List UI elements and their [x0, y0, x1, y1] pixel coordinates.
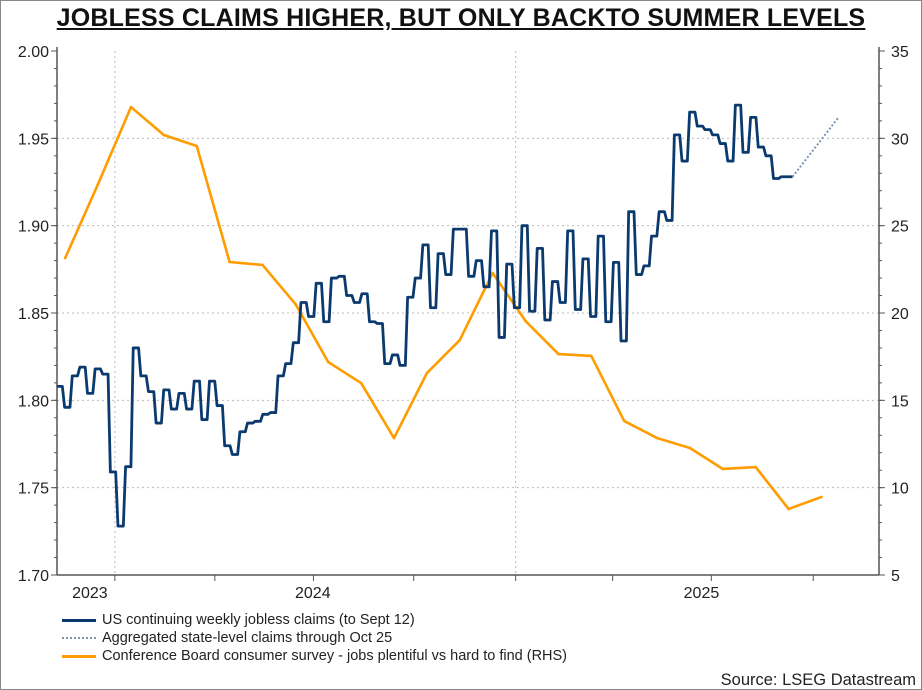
data-point-conference-board	[162, 133, 166, 137]
data-point-conference-board	[294, 302, 297, 306]
y-tick-label-right: 30	[891, 131, 909, 148]
data-point-conference-board	[458, 338, 462, 342]
chart-title: JOBLESS CLAIMS HIGHER, BUT ONLY BACKTO S…	[56, 4, 866, 32]
data-point-conference-board	[721, 467, 725, 471]
data-point-conference-board	[359, 381, 363, 385]
legend-swatch-dotted	[62, 637, 96, 639]
series-line-state-claims	[791, 116, 840, 178]
data-point-conference-board	[195, 144, 199, 148]
y-tick-label-right: 35	[891, 44, 909, 61]
y-tick-label-left: 1.75	[18, 481, 49, 498]
y-tick-label-right: 20	[891, 306, 909, 323]
y-tick-label-right: 5	[891, 568, 900, 585]
x-tick-label: 2023	[72, 585, 108, 602]
series-line-conference-board	[64, 105, 822, 511]
data-point-conference-board	[261, 263, 264, 267]
data-point-conference-board	[787, 507, 790, 511]
y-tick-label-left: 1.70	[18, 568, 49, 585]
data-point-conference-board	[63, 256, 67, 260]
data-point-conference-board	[491, 271, 494, 275]
legend-label: US continuing weekly jobless claims (to …	[102, 612, 415, 628]
x-tick-label: 2025	[684, 585, 720, 602]
legend-label: Aggregated state-level claims through Oc…	[102, 630, 393, 646]
y-tick-label-right: 10	[891, 481, 909, 498]
data-point-conference-board	[590, 354, 593, 358]
y-tick-label-left: 1.85	[18, 306, 49, 323]
data-point-conference-board	[820, 495, 823, 499]
y-tick-label-left: 1.80	[18, 393, 49, 410]
legend-label: Conference Board consumer survey - jobs …	[102, 648, 568, 664]
data-point-conference-board	[655, 436, 659, 440]
legend-item-conference-board: Conference Board consumer survey - jobs …	[62, 648, 567, 664]
data-point-conference-board	[754, 465, 757, 469]
data-point-conference-board	[524, 319, 527, 323]
y-tick-label-left: 1.95	[18, 131, 49, 148]
data-point-conference-board	[228, 260, 231, 264]
data-point-conference-board	[557, 352, 560, 356]
data-point-conference-board	[326, 360, 330, 364]
legend-swatch-solid-navy	[62, 618, 96, 622]
y-tick-label-right: 15	[891, 393, 909, 410]
series-line-continuing-claims	[57, 103, 793, 528]
y-tick-label-right: 25	[891, 219, 909, 236]
data-point-conference-board	[688, 446, 692, 450]
legend-item-continuing-claims: US continuing weekly jobless claims (to …	[62, 612, 415, 628]
data-point-conference-board	[129, 105, 133, 109]
legend-item-state-claims: Aggregated state-level claims through Oc…	[62, 630, 392, 646]
source-note: Source: LSEG Datastream	[720, 671, 916, 689]
y-tick-label-left: 2.00	[18, 44, 49, 61]
data-point-conference-board	[96, 182, 100, 186]
y-tick-label-left: 1.90	[18, 219, 49, 236]
legend-swatch-orange	[62, 654, 96, 658]
data-point-conference-board	[425, 371, 429, 375]
data-point-conference-board	[622, 419, 626, 423]
x-tick-label: 2024	[295, 585, 331, 602]
data-point-conference-board	[392, 436, 396, 440]
